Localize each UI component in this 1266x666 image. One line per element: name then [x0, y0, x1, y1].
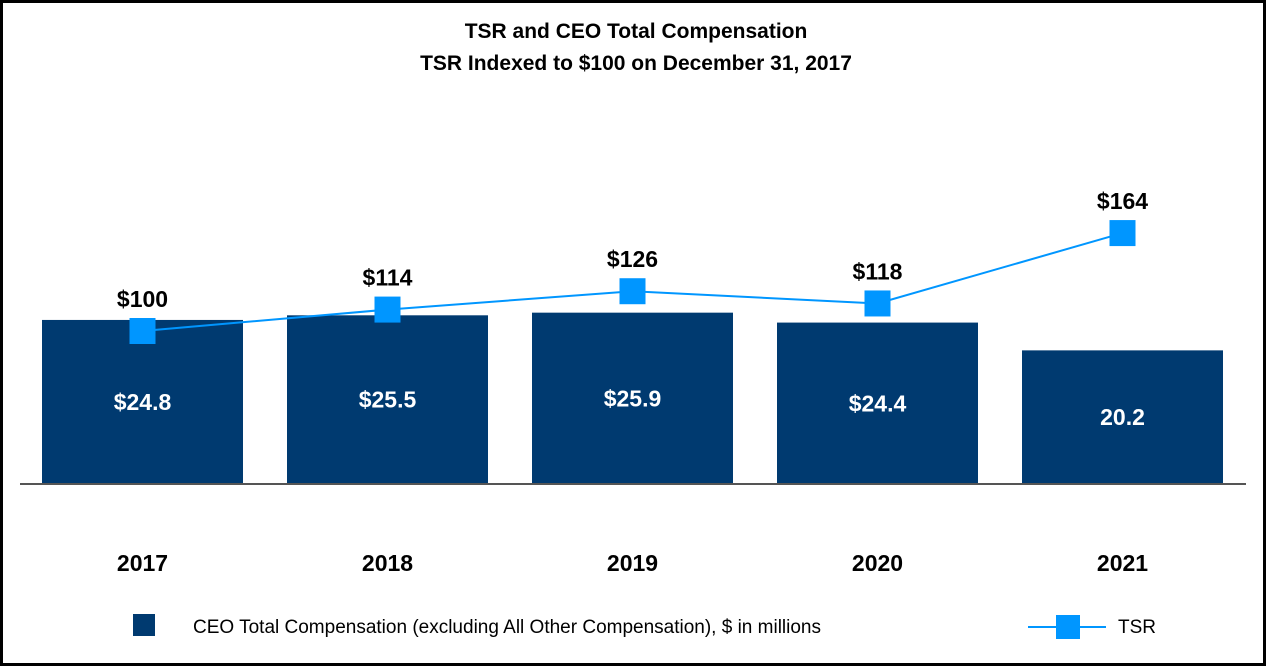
- legend-bar-swatch: [133, 614, 155, 636]
- bar-2021: [1022, 350, 1223, 484]
- tsr-markers: [129, 220, 1136, 344]
- bar-2019: [532, 312, 733, 484]
- legend-line-label: TSR: [1118, 617, 1156, 638]
- tsr-label-2019: $126: [607, 246, 658, 272]
- tsr-label-2021: $164: [1097, 188, 1148, 214]
- bar-2017: [42, 319, 243, 484]
- tsr-marker-2018: [374, 296, 401, 323]
- x-tick-2017: 2017: [117, 550, 168, 576]
- bar-label-2020: $24.4: [849, 390, 907, 416]
- x-tick-2021: 2021: [1097, 550, 1148, 576]
- tsr-marker-2020: [864, 290, 891, 317]
- x-tick-2019: 2019: [607, 550, 658, 576]
- tsr-marker-2021: [1109, 220, 1136, 247]
- bar-label-2018: $25.5: [359, 387, 417, 413]
- x-axis-ticks: 2017 2018 2019 2020 2021: [117, 550, 1148, 576]
- tsr-marker-2017: [129, 318, 156, 344]
- legend: CEO Total Compensation (excluding All Ot…: [133, 614, 1156, 639]
- x-tick-2020: 2020: [852, 550, 903, 576]
- x-tick-2018: 2018: [362, 550, 413, 576]
- bar-label-2021: 20.2: [1100, 404, 1145, 430]
- tsr-value-labels: $100 $114 $126 $118 $164: [117, 188, 1148, 312]
- tsr-label-2020: $118: [853, 258, 903, 284]
- bar-series: [42, 312, 1223, 484]
- bar-label-2019: $25.9: [604, 385, 662, 411]
- tsr-label-2018: $114: [363, 265, 413, 291]
- legend-line-marker: [1056, 615, 1080, 639]
- bar-label-2017: $24.8: [114, 389, 172, 415]
- tsr-marker-2019: [619, 278, 646, 305]
- legend-bar-label: CEO Total Compensation (excluding All Ot…: [193, 617, 821, 638]
- chart-title: TSR and CEO Total Compensation: [464, 20, 808, 43]
- bar-2018: [287, 315, 488, 484]
- bar-2020: [777, 322, 978, 484]
- chart-subtitle: TSR Indexed to $100 on December 31, 2017: [420, 52, 852, 75]
- tsr-label-2017: $100: [117, 286, 168, 312]
- bar-value-labels: $24.8 $25.5 $25.9 $24.4 20.2: [114, 385, 1145, 430]
